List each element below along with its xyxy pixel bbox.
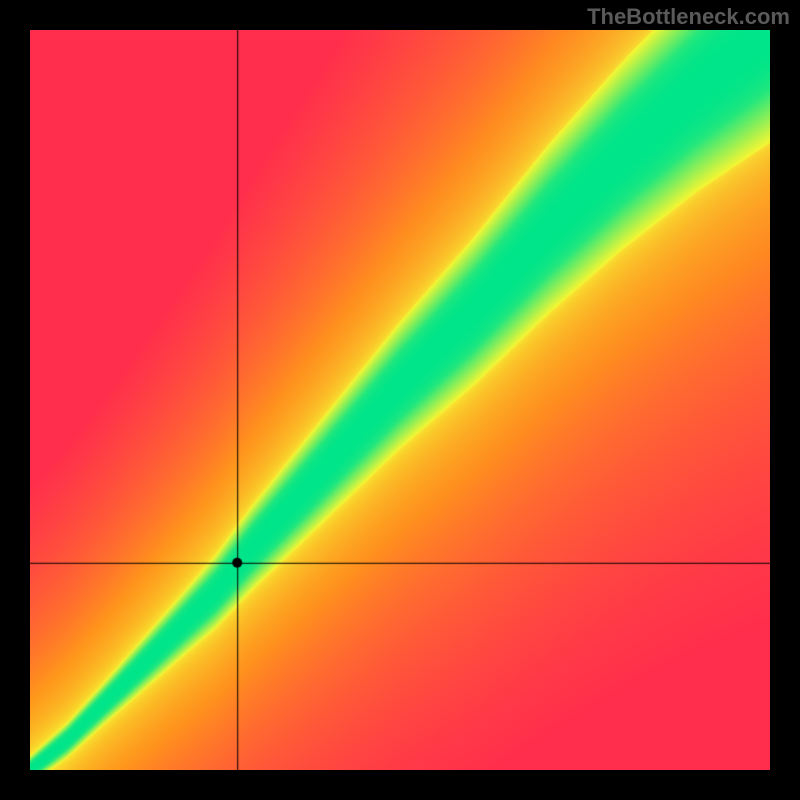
- bottleneck-heatmap: [30, 30, 770, 770]
- watermark-text: TheBottleneck.com: [587, 4, 790, 30]
- heatmap-canvas: [30, 30, 770, 770]
